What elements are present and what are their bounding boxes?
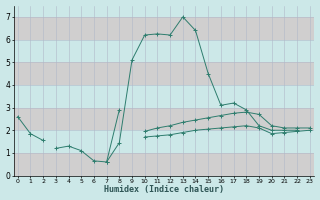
X-axis label: Humidex (Indice chaleur): Humidex (Indice chaleur) — [104, 185, 224, 194]
Bar — [14, 40, 314, 62]
Bar — [14, 130, 314, 153]
Bar — [14, 153, 314, 176]
Bar — [14, 62, 314, 85]
Bar — [14, 17, 314, 40]
Bar — [14, 85, 314, 108]
Bar — [14, 108, 314, 130]
